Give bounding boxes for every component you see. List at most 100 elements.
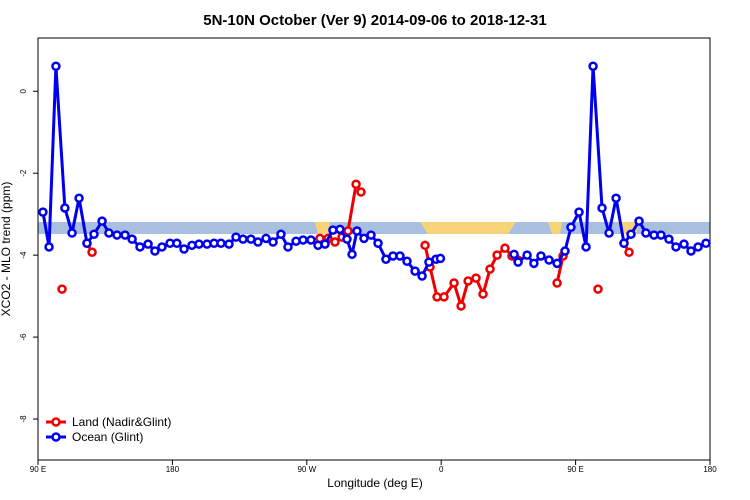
data-point (581, 242, 591, 252)
data-point (143, 239, 153, 249)
x-tick-label: 90 W (297, 465, 316, 474)
y-tick-label: -6 (19, 333, 28, 341)
data-point (410, 266, 420, 276)
data-point (381, 254, 391, 264)
data-point (359, 233, 369, 244)
data-point (342, 234, 352, 244)
data-point (112, 230, 122, 240)
data-point (529, 258, 539, 269)
data-point (395, 251, 405, 261)
land-band (548, 222, 562, 234)
x-tick-label: 90 E (30, 465, 46, 474)
data-point (216, 238, 226, 249)
data-point (701, 238, 711, 249)
data-point (536, 251, 546, 261)
data-point (57, 284, 67, 294)
data-point (417, 271, 427, 281)
map-strip (38, 222, 710, 234)
data-point (261, 233, 271, 244)
data-point (366, 230, 376, 240)
legend-label: Ocean (Glint) (72, 430, 143, 444)
data-point (679, 239, 689, 249)
data-point (343, 226, 353, 236)
data-point (51, 61, 61, 72)
data-point (135, 242, 145, 252)
data-point (552, 258, 562, 269)
data-point (492, 250, 502, 260)
data-point (157, 242, 167, 252)
data-point (693, 242, 703, 252)
data-point (449, 278, 459, 288)
data-point (597, 203, 607, 213)
data-point (593, 284, 603, 294)
data-point (656, 230, 666, 240)
data-point (347, 249, 357, 260)
data-point (574, 207, 584, 217)
data-point (588, 61, 598, 72)
data-point (320, 239, 330, 249)
y-tick-label: 0 (19, 88, 28, 93)
data-point (351, 179, 361, 190)
data-point (552, 278, 562, 288)
data-point (335, 224, 345, 235)
legend-marker (51, 432, 61, 442)
data-point (74, 193, 84, 203)
data-point (456, 301, 466, 311)
legend-label: Land (Nadir&Glint) (72, 415, 171, 429)
y-tick-label: -8 (19, 415, 28, 423)
land-band (315, 222, 330, 234)
data-point (634, 216, 644, 226)
data-point (544, 255, 554, 265)
data-point (82, 238, 92, 249)
data-point (306, 235, 316, 245)
x-tick-label: 180 (703, 465, 717, 474)
data-point (619, 238, 629, 249)
data-point (224, 239, 234, 249)
data-point (38, 207, 48, 217)
data-point (560, 246, 570, 256)
data-point (330, 237, 340, 247)
data-point (253, 237, 263, 247)
data-point (356, 187, 366, 197)
data-point (179, 244, 189, 254)
data-point (104, 228, 114, 238)
data-point (471, 273, 481, 283)
data-point (194, 239, 204, 249)
data-point (67, 228, 77, 238)
data-point (44, 242, 54, 252)
x-axis-label: Longitude (deg E) (327, 476, 422, 490)
data-point (626, 229, 636, 240)
data-point (352, 226, 362, 236)
plot-frame (37, 37, 711, 461)
data-point (439, 292, 449, 302)
data-point (624, 247, 634, 258)
data-point (509, 249, 519, 260)
data-point (276, 229, 286, 240)
data-point (522, 250, 532, 260)
data-point (97, 216, 107, 226)
data-point (283, 242, 293, 252)
data-point (402, 256, 412, 267)
data-point (150, 246, 160, 256)
data-point (604, 228, 614, 238)
x-tick-label: 0 (439, 465, 444, 474)
chart-title: 5N-10N October (Ver 9) 2014-09-06 to 201… (203, 12, 547, 29)
data-point (463, 276, 473, 286)
legend-marker (51, 417, 61, 427)
land-band (420, 222, 516, 234)
data-point (172, 238, 182, 249)
data-point (120, 230, 130, 240)
data-point (611, 193, 621, 203)
data-point (435, 253, 446, 264)
data-point (500, 243, 510, 253)
data-point (89, 229, 99, 240)
data-point (686, 246, 696, 256)
data-point (641, 228, 651, 238)
ocean-band (38, 222, 710, 234)
data-point (513, 257, 523, 267)
data-point (671, 242, 681, 252)
data-point (485, 264, 495, 274)
y-tick-label: -2 (19, 169, 28, 177)
data-point (664, 234, 674, 244)
